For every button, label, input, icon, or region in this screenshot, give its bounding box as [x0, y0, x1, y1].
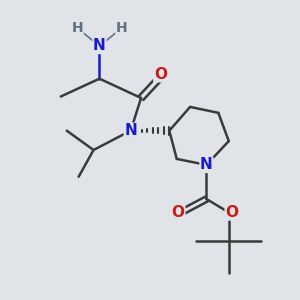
Text: O: O [154, 67, 167, 82]
Text: O: O [225, 205, 238, 220]
Text: N: N [200, 158, 213, 172]
Text: N: N [124, 123, 137, 138]
Text: N: N [93, 38, 106, 53]
Text: H: H [116, 21, 128, 35]
Text: H: H [71, 21, 83, 35]
Text: O: O [172, 205, 185, 220]
